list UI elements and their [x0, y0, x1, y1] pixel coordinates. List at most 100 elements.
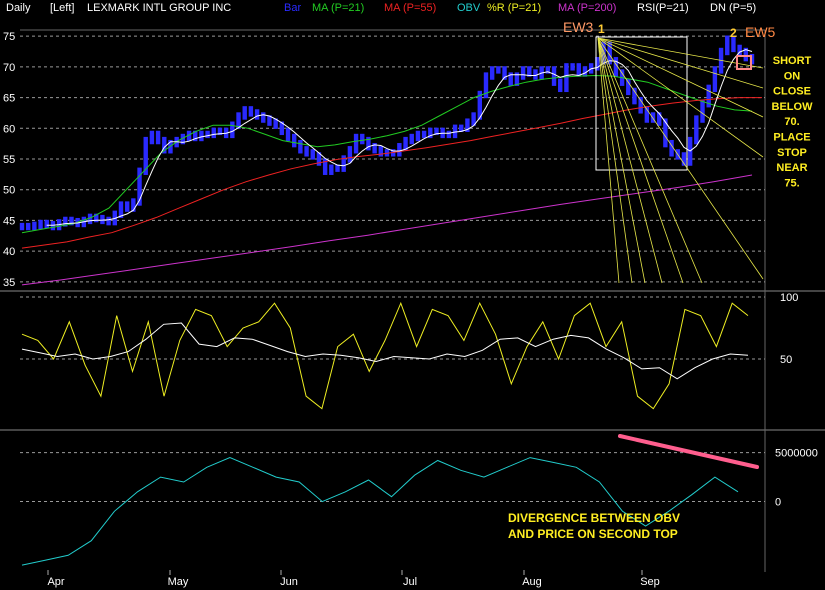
- price-bar: [378, 146, 384, 157]
- price-bar: [143, 136, 148, 175]
- price-bar: [199, 130, 204, 142]
- obv-line: [21, 457, 739, 566]
- price-bar: [669, 139, 674, 157]
- price-bar: [452, 124, 458, 139]
- short-note-line: 70.: [784, 116, 799, 128]
- price-bar: [650, 112, 656, 123]
- price-bar: [137, 167, 142, 206]
- price-bar: [434, 127, 439, 136]
- price-tick-label: 35: [3, 277, 15, 289]
- short-note-line: STOP: [777, 147, 807, 159]
- price-bar: [205, 130, 210, 139]
- short-note-line: SHORT: [773, 55, 812, 67]
- price-bar: [118, 201, 124, 218]
- price-bar: [211, 127, 216, 139]
- price-bar: [582, 66, 588, 77]
- price-bar: [551, 66, 557, 86]
- price-bar: [131, 198, 136, 212]
- price-bar: [638, 96, 643, 114]
- price-bar: [595, 57, 600, 71]
- short-note-line: BELOW: [772, 101, 814, 113]
- price-bar: [353, 133, 359, 154]
- price-bar: [248, 106, 254, 117]
- price-bar: [322, 158, 328, 175]
- price-bar: [397, 143, 402, 157]
- gann-fan-line: [597, 37, 646, 284]
- price-bar: [347, 146, 353, 163]
- price-bar: [570, 63, 575, 71]
- price-bar: [329, 164, 334, 175]
- price-bar: [310, 149, 315, 160]
- price-bar: [155, 130, 161, 145]
- gann-fan-line: [597, 37, 620, 284]
- price-bar: [149, 130, 155, 145]
- divergence-note-line: DIVERGENCE BETWEEN OBV: [508, 511, 680, 525]
- osc-tick-label: 50: [780, 354, 792, 366]
- short-note-line: CLOSE: [773, 86, 811, 98]
- price-bar: [496, 66, 501, 74]
- month-label: Sep: [640, 576, 660, 588]
- short-note-line: PLACE: [773, 132, 810, 144]
- price-bar: [700, 100, 705, 123]
- price-bar: [725, 35, 730, 56]
- price-bar: [242, 106, 247, 120]
- price-bar: [403, 136, 408, 151]
- gann-fan-line: [597, 37, 764, 158]
- price-tick-label: 45: [3, 215, 15, 227]
- price-bar: [489, 66, 495, 80]
- price-bar: [19, 222, 25, 231]
- price-bar: [694, 115, 699, 145]
- price-bar: [25, 222, 31, 231]
- price-bar: [372, 143, 377, 154]
- price-bar: [186, 130, 192, 142]
- price-bar: [465, 118, 470, 132]
- price-bar: [162, 136, 167, 154]
- price-bar: [298, 139, 303, 154]
- price-bar: [558, 78, 563, 93]
- indicator-ma200: MA (P=200): [558, 2, 617, 14]
- ew5-label: EW5: [745, 24, 776, 40]
- price-bar: [712, 66, 718, 93]
- price-bar: [613, 57, 619, 77]
- price-bar: [533, 69, 538, 80]
- gann-fan-line: [597, 37, 703, 284]
- price-bar: [681, 152, 687, 166]
- price-bar: [217, 127, 223, 136]
- wave-1-label: 1: [598, 22, 605, 36]
- short-note-line: NEAR: [776, 162, 807, 174]
- osc-tick-label: 100: [780, 292, 798, 304]
- indicator-ma55: MA (P=55): [384, 2, 437, 14]
- month-label: May: [168, 576, 189, 588]
- short-note-line: 75.: [784, 177, 799, 189]
- price-bar: [477, 90, 482, 120]
- gann-fan-line: [597, 37, 663, 284]
- price-bar: [428, 127, 433, 139]
- gann-fan-line: [597, 37, 764, 118]
- chart-title: LEXMARK INTL GROUP INC: [87, 2, 232, 14]
- price-bar: [44, 219, 49, 229]
- wave-2-label: 2: [730, 26, 737, 40]
- indicator-rsi: RSI(P=21): [637, 2, 689, 14]
- price-bar: [706, 84, 711, 108]
- gann-fan-line: [597, 37, 764, 89]
- price-bar: [254, 109, 260, 120]
- price-bar: [366, 136, 371, 151]
- price-bar: [279, 121, 285, 136]
- price-tick-label: 40: [3, 246, 15, 258]
- price-tick-label: 55: [3, 154, 15, 166]
- series-line-ma-p-200-: [21, 174, 753, 286]
- price-bar: [106, 216, 111, 226]
- price-bar: [230, 121, 235, 139]
- price-bar: [446, 130, 452, 139]
- price-bar: [341, 155, 346, 172]
- price-bar: [632, 87, 637, 105]
- price-bar: [285, 127, 291, 142]
- price-bar: [32, 221, 37, 231]
- price-tick-label: 60: [3, 123, 15, 135]
- price-bar: [607, 41, 612, 65]
- price-bar: [657, 112, 662, 126]
- month-label: Jul: [403, 576, 417, 588]
- price-tick-label: 50: [3, 185, 15, 197]
- indicator-dn: DN (P=5): [710, 2, 757, 14]
- series-line-ma-p-21-: [21, 74, 753, 234]
